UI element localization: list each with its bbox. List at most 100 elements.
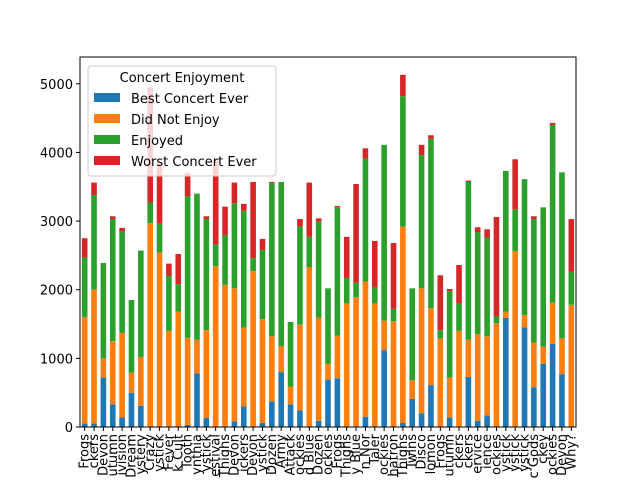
bar-segment [306,182,313,237]
x-tick-label: Army [274,434,289,469]
bar-segment [503,311,509,318]
bar-segment [100,358,107,378]
legend-swatch [94,156,120,165]
bar-segment [446,377,453,418]
bar-segment [559,338,565,375]
bar-segment [343,236,350,279]
bar-segment [362,148,369,159]
bar-segment [325,288,331,364]
bar-segment [203,219,210,331]
bar-segment [381,350,387,427]
bar-segment [465,376,472,427]
legend-label: Enjoyed [131,134,183,149]
bar-segment [175,284,182,312]
bar-segment [521,315,528,328]
bar-segment [446,417,453,427]
bar-segment [381,144,387,321]
bar-segment [568,219,575,272]
bar-segment [353,282,359,298]
bar-segment [297,219,303,227]
x-tick-label: Taler [368,433,383,465]
bar-segment [465,339,472,377]
legend-title: Concert Enjoyment [120,71,245,86]
bar-segment [194,193,200,340]
bar-segment [512,209,518,252]
x-tick-label: Crazy [143,434,158,471]
bar-segment [287,321,294,387]
bar-segment [446,291,453,378]
x-tick-label: estival [209,434,224,477]
bar-segment [362,416,369,427]
bar-segment [81,238,88,258]
bar-segment [465,181,472,340]
x-tick-label: ckers [461,434,476,469]
bar-segment [456,303,462,331]
bar-segment [540,346,547,364]
bar-segment [418,144,425,156]
x-tick-label: ystick [518,434,533,472]
bar-segment [559,374,565,427]
bar-segment [269,336,275,402]
bar-segment [456,330,462,427]
x-tick-label: ystick [499,434,514,472]
bar-segment [474,227,481,233]
bar-segment [325,379,331,427]
bar-segment [549,302,556,344]
x-tick-label: Frogs [330,434,345,469]
bar-segment [400,74,406,97]
bar-segment [240,406,247,427]
bar-segment [91,194,97,290]
bar-segment [315,420,322,427]
bar-segment [147,223,153,427]
bar-segment [418,288,425,414]
bar-segment [240,210,247,328]
x-tick-label: Devon [227,434,242,476]
bar-segment [315,218,322,222]
x-tick-label: ockies [489,434,504,475]
x-tick-label: ockies [293,434,308,475]
bar-segment [521,179,528,316]
bar-segment [212,244,219,267]
bar-segment [428,385,434,427]
bar-segment [531,219,537,343]
bar-segment [493,216,500,317]
bar-segment [418,155,425,289]
bar-segment [400,226,406,423]
bar-segment [81,257,88,318]
bar-segment [437,338,444,427]
bar-segment [428,135,434,139]
bar-segment [334,205,341,208]
bar-segment [465,180,472,182]
bar-segment [128,372,135,393]
bar-segment [334,335,341,379]
bar-segment [269,401,275,427]
x-tick-label: utumn [106,434,121,476]
bar-segment [194,373,200,427]
bar-segment [315,221,322,318]
y-tick-label: 0 [65,421,73,436]
bar-segment [119,227,125,232]
x-tick-label: Frogs [433,434,448,469]
y-tick-label: 2000 [40,284,73,299]
bar-segment [297,324,303,411]
bar-segment [278,345,285,373]
bar-segment [493,316,500,324]
bar-segment [119,231,125,333]
plot-frame [79,56,577,428]
bar-segment [437,330,444,339]
bar-segment [184,173,191,197]
bar-segment [334,378,341,427]
bar-segment [128,300,135,373]
x-tick-label: Devon [246,434,261,476]
bar-segment [91,182,97,195]
x-tick-label: ockies [321,434,336,475]
x-tick-label: ockies [377,434,392,475]
x-tick-label: ience [480,434,495,469]
bar-segment [156,162,163,224]
x-tick-label: ckers [87,434,102,469]
bar-segment [250,258,256,272]
bar-segment [212,160,219,245]
legend-swatch [94,114,120,123]
bar-segment [119,332,125,418]
y-tick-label: 1000 [40,352,73,367]
